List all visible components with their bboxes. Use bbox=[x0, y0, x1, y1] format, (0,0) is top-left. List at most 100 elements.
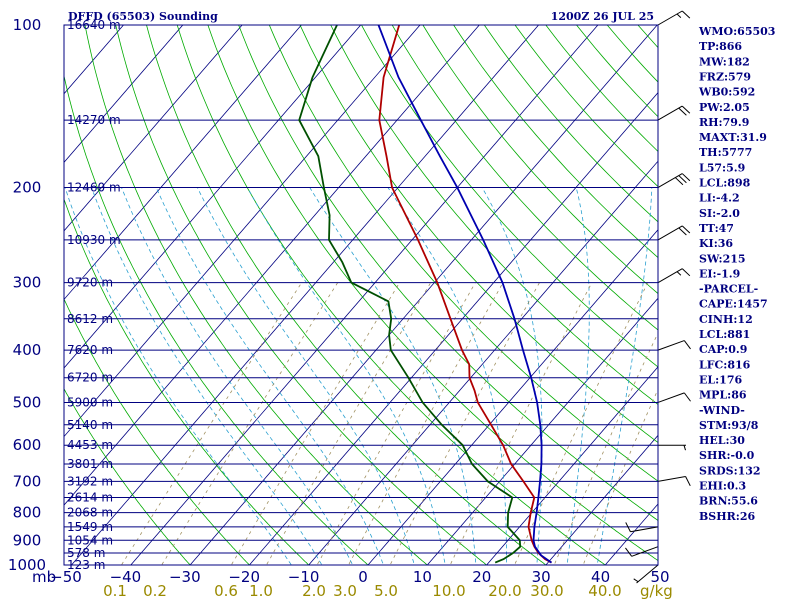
isotherm-line bbox=[64, 25, 421, 438]
index-entry: SI:-2.0 bbox=[699, 207, 740, 220]
mixing-ratio-tick-label: 1.0 bbox=[249, 582, 273, 600]
wind-barb bbox=[625, 546, 659, 557]
index-entry: SRDS:132 bbox=[699, 464, 761, 477]
mixing-ratio-tick-label: 20.0 bbox=[488, 582, 521, 600]
moist-adiabat bbox=[247, 187, 446, 565]
dry-adiabat bbox=[422, 25, 658, 295]
wind-barb bbox=[657, 475, 691, 487]
height-label: 1054 m bbox=[67, 533, 113, 547]
index-entry: TT:47 bbox=[699, 222, 734, 235]
index-entry: -PARCEL- bbox=[699, 283, 758, 296]
dry-adiabat bbox=[146, 25, 547, 565]
isotherm-line bbox=[130, 25, 599, 565]
height-label: 9720 m bbox=[67, 276, 113, 290]
temperature-tick-label: 50 bbox=[650, 568, 669, 586]
mixing-ratio-tick-label: 2.0 bbox=[302, 582, 326, 600]
index-entry: LI:-4.2 bbox=[699, 192, 740, 205]
moist-adiabat bbox=[64, 187, 292, 565]
mixing-ratio-line bbox=[265, 282, 432, 565]
dry-adiabat bbox=[268, 25, 658, 482]
index-entry: WMO:65503 bbox=[698, 25, 775, 38]
mixing-ratio-line bbox=[553, 332, 658, 565]
dry-adiabat bbox=[64, 74, 369, 565]
index-entry: LCL:881 bbox=[699, 328, 750, 341]
wind-barb bbox=[657, 10, 691, 26]
isotherm-line bbox=[248, 92, 658, 565]
isotherm-line bbox=[64, 25, 362, 369]
parcel-path bbox=[377, 25, 553, 564]
mixing-ratio-line bbox=[161, 282, 339, 565]
temperature-tick-label: −10 bbox=[288, 568, 320, 586]
index-entry: L57:5.9 bbox=[699, 161, 745, 174]
mixing-ratio-tick-label: 0.6 bbox=[214, 582, 238, 600]
index-entry: TP:866 bbox=[699, 40, 742, 53]
grid-layer bbox=[64, 25, 658, 565]
index-entry: LFC:816 bbox=[699, 358, 751, 371]
isotherm-line bbox=[64, 25, 480, 506]
height-label: 2068 m bbox=[67, 506, 113, 520]
pressure-tick-label: 1000 bbox=[8, 556, 46, 574]
indices-panel: WMO:65503 TP:866 MW:182 FRZ:579 WB0:592 PW:2.… bbox=[698, 25, 775, 523]
chart-title: DFFD (65503) Sounding bbox=[68, 10, 218, 23]
index-entry: CAP:0.9 bbox=[699, 343, 747, 356]
height-label: 6720 m bbox=[67, 371, 113, 385]
pressure-tick-label: 500 bbox=[13, 393, 42, 411]
dry-adiabat bbox=[64, 387, 191, 565]
wind-barb bbox=[657, 105, 691, 121]
isotherm-line bbox=[64, 25, 184, 163]
wind-barb bbox=[657, 225, 691, 241]
dry-adiabat bbox=[207, 25, 658, 562]
temperature-tick-label: −40 bbox=[110, 568, 142, 586]
height-label: 5140 m bbox=[67, 418, 113, 432]
moist-adiabat bbox=[91, 187, 323, 565]
index-entry: MW:182 bbox=[699, 55, 750, 68]
isotherm-line bbox=[308, 160, 658, 565]
index-entry: RH:79.9 bbox=[699, 116, 749, 129]
index-entry: SHR:-0.0 bbox=[699, 449, 755, 462]
temperature-tick-label: 10 bbox=[413, 568, 432, 586]
height-label: 3801 m bbox=[67, 457, 113, 471]
isotherm-line bbox=[367, 229, 658, 565]
pressure-tick-label: 100 bbox=[13, 16, 42, 34]
height-label: 12460 m bbox=[67, 181, 121, 195]
index-entry: -WIND- bbox=[699, 404, 745, 417]
mixing-ratio-tick-label: 0.1 bbox=[103, 582, 127, 600]
mixing-ratio-unit-label: g/kg bbox=[640, 582, 673, 600]
mixing-ratio-tick-label: 5.0 bbox=[374, 582, 398, 600]
index-entry: EL:176 bbox=[699, 373, 742, 386]
index-entry: CINH:12 bbox=[699, 313, 753, 326]
dry-adiabat bbox=[361, 25, 658, 368]
height-label: 10930 m bbox=[67, 233, 121, 247]
pressure-tick-label: 700 bbox=[13, 472, 42, 490]
dry-adiabat bbox=[115, 25, 488, 565]
mixing-ratio-line bbox=[389, 282, 540, 565]
plot-frame bbox=[63, 24, 659, 566]
index-entry: BSHR:26 bbox=[699, 510, 755, 523]
wind-barb bbox=[657, 173, 691, 188]
mixing-ratio-line bbox=[230, 282, 400, 565]
dry-adiabat bbox=[453, 25, 658, 259]
index-entry: KI:36 bbox=[699, 237, 733, 250]
index-entry: WB0:592 bbox=[698, 86, 755, 99]
index-entry: EHI:0.3 bbox=[699, 480, 746, 493]
height-label: 578 m bbox=[67, 546, 105, 560]
mixing-ratio-tick-label: 3.0 bbox=[333, 582, 357, 600]
index-entry: EI:-1.9 bbox=[699, 267, 740, 280]
wind-barb bbox=[657, 392, 691, 403]
wind-barb bbox=[625, 522, 659, 533]
pressure-tick-label: 900 bbox=[13, 531, 42, 549]
mixing-ratio-line bbox=[121, 282, 303, 565]
index-entry: LCL:898 bbox=[699, 177, 751, 190]
dry-adiabat bbox=[176, 25, 606, 565]
moist-adiabat bbox=[155, 187, 384, 565]
dry-adiabat bbox=[64, 298, 250, 565]
pressure-tick-label: 800 bbox=[13, 504, 42, 522]
index-entry: TH:5777 bbox=[699, 146, 752, 159]
temperature-tick-label: −30 bbox=[169, 568, 201, 586]
index-entry: HEL:30 bbox=[699, 434, 745, 447]
index-entry: BRN:55.6 bbox=[699, 495, 758, 508]
height-label: 1549 m bbox=[67, 520, 113, 534]
chart-datetime: 1200Z 26 JUL 25 bbox=[551, 10, 654, 23]
